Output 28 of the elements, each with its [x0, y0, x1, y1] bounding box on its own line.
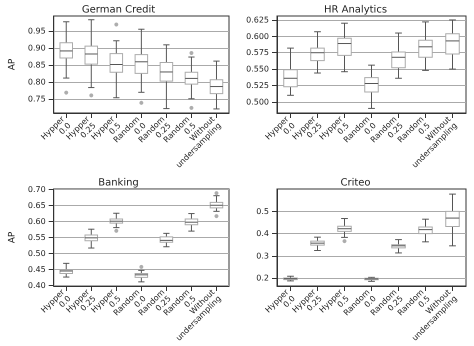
y-tick-label: 0.95 — [28, 26, 46, 36]
y-tick-label: 0.65 — [28, 201, 46, 210]
chart-title: German Credit — [82, 4, 156, 16]
y-tick-label: 0.500 — [246, 97, 269, 106]
chart-title: Criteo — [340, 178, 371, 188]
y-tick-label: 0.55 — [28, 233, 46, 242]
y-tick-label: 0.575 — [246, 48, 269, 58]
y-tick-label: 0.4 — [256, 229, 269, 238]
y-tick-label: 0.2 — [256, 274, 269, 283]
y-tick-label: 0.70 — [28, 185, 46, 194]
y-tick-label: 0.600 — [246, 32, 269, 41]
y-tick-label: 0.50 — [28, 248, 46, 258]
y-tick-label: 0.550 — [246, 64, 269, 74]
y-tick-label: 0.525 — [246, 80, 269, 90]
y-tick-label: 0.60 — [28, 217, 46, 226]
y-tick-label: 0.625 — [246, 15, 269, 24]
chart-title: Banking — [98, 178, 139, 188]
chart-title: HR Analytics — [324, 4, 388, 16]
y-tick-label: 0.75 — [28, 94, 46, 104]
y-tick-label: 0.3 — [256, 251, 269, 260]
y-tick-label: 0.90 — [28, 43, 46, 52]
y-tick-label: 0.80 — [28, 77, 46, 86]
y-tick-label: 0.5 — [256, 206, 269, 216]
y-axis-title: AP — [8, 58, 18, 70]
y-axis-title: AP — [8, 231, 18, 244]
y-tick-label: 0.85 — [28, 60, 46, 70]
y-tick-label: 0.45 — [28, 264, 46, 274]
y-tick-label: 0.40 — [28, 280, 46, 290]
